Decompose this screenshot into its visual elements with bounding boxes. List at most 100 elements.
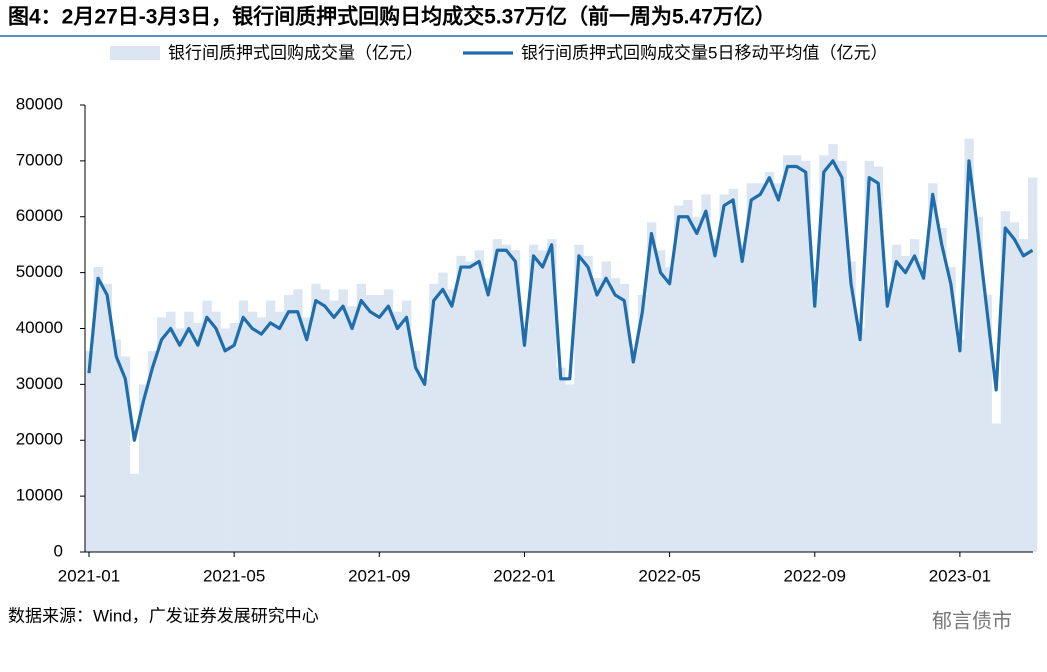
bar [247,311,258,552]
bar [220,328,230,552]
bar [329,300,339,552]
bar [928,183,938,552]
bar [202,300,212,552]
bar [401,300,412,552]
bar [646,222,657,552]
bar [501,244,512,552]
bar [356,283,366,552]
bar [919,261,929,552]
bar [973,216,983,552]
bar [801,160,811,552]
bar [84,350,94,552]
bar [138,384,149,552]
bar [492,239,503,552]
bar [474,250,484,552]
bar [338,289,348,552]
bar [755,183,766,552]
y-tick-label: 30000 [16,374,63,393]
bar [429,283,439,552]
bar [374,294,385,552]
bar [420,378,430,552]
bar [683,199,693,553]
bar [274,311,285,552]
bar [556,367,566,552]
bar [574,244,584,552]
bar [547,239,557,552]
x-tick-label: 2021-01 [58,566,120,585]
bar [991,423,1002,552]
bar [955,339,965,552]
bar [120,356,131,552]
bar [293,289,303,552]
bar [320,289,330,552]
bar [655,250,666,552]
bar [637,294,648,552]
y-tick-label: 0 [54,541,63,560]
bar [438,272,448,552]
y-tick-label: 50000 [16,262,63,281]
bar [610,278,620,552]
bar [792,155,802,552]
bar [265,300,276,552]
bar [764,172,775,553]
bar [937,227,947,553]
y-tick-label: 80000 [16,94,63,113]
y-tick-label: 60000 [16,206,63,225]
bar [601,261,611,552]
bar [710,239,720,552]
bar [166,311,176,552]
chart-title: 图4：2月27日-3月3日，银行间质押式回购日均成交5.37万亿（前一周为5.4… [8,5,776,29]
bar [256,317,267,552]
bar [946,267,956,552]
bar [1000,211,1011,552]
bar [383,289,394,552]
bar [837,160,847,552]
bar [592,278,602,552]
legend-label: 银行间质押式回购成交量（亿元） [168,43,423,62]
bar [465,261,475,552]
bar [964,138,974,552]
x-tick-label: 2022-09 [784,566,846,585]
bar [538,250,548,552]
x-tick-label: 2021-05 [203,566,265,585]
bar [882,289,893,552]
y-tick-label: 70000 [16,150,63,169]
bar [728,188,738,552]
bar [873,166,884,552]
bar [129,473,140,552]
legend-swatch [110,46,160,60]
legend-label: 银行间质押式回购成交量5日移动平均值（亿元） [521,43,887,62]
bar [665,267,675,552]
line [87,159,1034,442]
bar [909,239,920,552]
bar [365,294,376,552]
bar [519,328,530,552]
bar [211,311,221,552]
bar [229,322,239,552]
x-tick-label: 2021-09 [348,566,410,585]
bar [238,300,249,552]
bar [565,384,575,552]
y-tick-label: 10000 [16,486,63,505]
bar [619,283,630,552]
bar [102,283,112,552]
bar [782,155,793,552]
bar [891,244,902,552]
bar [855,328,865,552]
bar [819,155,829,552]
bar [456,255,466,553]
bar [147,350,158,552]
y-tick-label: 20000 [16,430,63,449]
bar [411,350,421,552]
bar [347,306,357,552]
bar [447,289,457,552]
bar [628,350,639,552]
x-tick-label: 2023-01 [929,566,991,585]
bar [175,328,185,552]
bar [746,183,757,552]
y-tick-label: 40000 [16,318,63,337]
bar [1018,239,1029,552]
bar [157,317,167,552]
bar [737,244,748,552]
